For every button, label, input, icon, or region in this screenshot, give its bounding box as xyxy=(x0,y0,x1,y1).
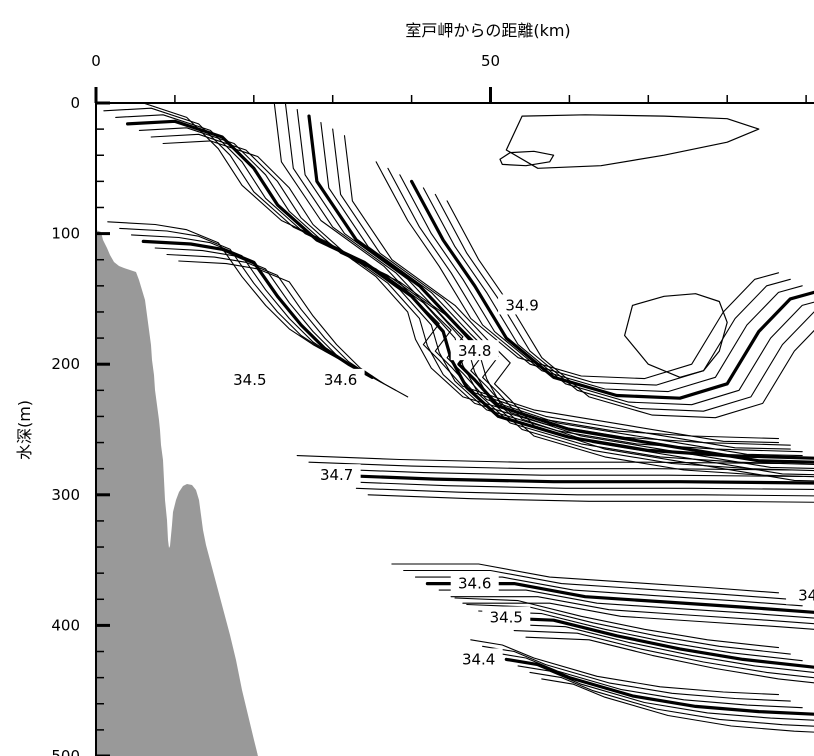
isohaline-line-bold xyxy=(141,239,374,379)
isohaline-line-bold xyxy=(126,119,814,460)
isohaline-line xyxy=(391,563,780,594)
contour-label: 34.5 xyxy=(233,371,266,389)
contour-label: 34.9 xyxy=(505,296,538,314)
contour-label: 34.7 xyxy=(320,466,353,484)
y-tick-label: 0 xyxy=(70,94,80,112)
isohaline-line xyxy=(482,645,791,702)
isohaline-line xyxy=(513,630,814,679)
isohaline-line xyxy=(343,481,814,491)
isohaline-line xyxy=(529,671,814,727)
contour-labels: 34.9 34.8 34.5 34.6 34.7 34.6 34.5 34.4 34. xyxy=(225,294,814,669)
contour-label-background xyxy=(482,606,531,627)
seafloor-bathymetry xyxy=(96,230,258,756)
contour-label: 34.8 xyxy=(458,342,491,360)
x-tick-label: 50 xyxy=(481,52,500,70)
isohaline-line xyxy=(541,678,814,733)
contour-label: 34.6 xyxy=(324,371,357,389)
x-tick-label: 0 xyxy=(91,52,101,70)
isohaline-line-bold xyxy=(504,657,814,716)
contour-label-background xyxy=(450,572,499,593)
contour-label-background xyxy=(312,464,361,485)
isohaline-line xyxy=(462,602,814,630)
plot-area: 34.9 34.8 34.5 34.6 34.7 34.6 34.5 34.4 34. xyxy=(96,103,814,756)
y-tick-label: 100 xyxy=(51,225,80,243)
x-axis-ticks: 0 50 xyxy=(91,52,807,103)
isohaline-line xyxy=(493,652,803,709)
isohaline-line xyxy=(505,114,760,169)
isohaline-line xyxy=(454,597,780,649)
isohaline-line xyxy=(308,461,791,471)
isohaline-line xyxy=(450,596,814,625)
isohaline-line xyxy=(119,227,350,365)
isohaline-line xyxy=(138,127,814,465)
isohaline-line xyxy=(332,128,814,476)
isohaline-line xyxy=(434,193,814,412)
isohaline-line xyxy=(273,103,780,444)
x-axis-title: 室戸岬からの距離(km) xyxy=(405,21,570,40)
isohaline-line xyxy=(296,455,780,465)
contour-label-background xyxy=(225,368,274,389)
isohaline-line xyxy=(446,200,814,419)
contour-label-background xyxy=(316,368,365,389)
isohaline-line xyxy=(525,636,814,684)
isohaline-line xyxy=(178,260,409,398)
isohaline-line xyxy=(150,133,814,472)
y-tick-label: 400 xyxy=(51,616,80,634)
isohaline-line xyxy=(438,589,814,619)
y-tick-label: 500 xyxy=(51,747,80,756)
contour-label-background xyxy=(786,584,814,605)
contour-label: 34.5 xyxy=(490,609,523,627)
isohaline-line xyxy=(320,122,814,469)
contour-label-background xyxy=(454,648,503,669)
isohaline-line xyxy=(367,494,814,503)
isohaline-line xyxy=(296,108,803,457)
isohaline-line xyxy=(403,569,791,600)
y-tick-label: 300 xyxy=(51,486,80,504)
y-axis-ticks: 0 100 200 300 400 500 xyxy=(51,94,110,756)
contour-label-background xyxy=(498,294,547,315)
isohaline-line-bold xyxy=(331,473,814,485)
isohaline-line xyxy=(399,174,803,393)
isohaline-line xyxy=(320,468,803,478)
isohaline-line xyxy=(624,293,728,378)
contour-label: 34.6 xyxy=(458,575,491,593)
y-tick-label: 200 xyxy=(51,355,80,373)
isohaline-line-bold xyxy=(425,582,814,614)
contour-label-background xyxy=(450,340,499,361)
isohaline-line xyxy=(96,103,780,440)
isohaline-line-bold xyxy=(410,179,814,400)
contour-label: 34. xyxy=(798,586,814,604)
isohaline-line xyxy=(499,150,555,167)
isohaline-line xyxy=(387,167,791,386)
isohaline-line xyxy=(355,487,814,497)
isohaline-lines xyxy=(96,103,814,733)
isohaline-line-bold xyxy=(307,114,814,464)
isohaline-line xyxy=(375,161,780,380)
isohaline-line xyxy=(470,639,780,696)
isohaline-line xyxy=(501,623,814,673)
y-axis-title: 水深(m) xyxy=(15,400,34,460)
contour-label: 34.4 xyxy=(462,650,495,668)
isohaline-line xyxy=(107,221,338,359)
isohaline-line xyxy=(422,187,814,406)
no-data-wedge xyxy=(175,318,814,756)
isohaline-line-bold xyxy=(488,616,814,669)
isohaline-line xyxy=(478,610,803,662)
